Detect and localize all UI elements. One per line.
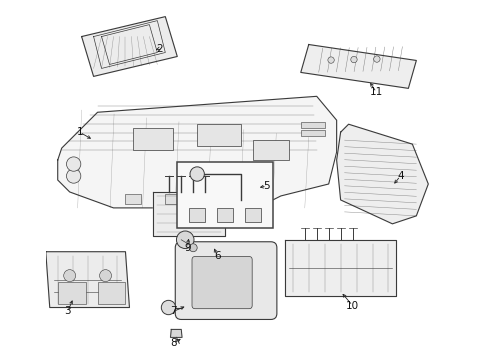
Bar [217,208,233,222]
Polygon shape [153,192,225,236]
Circle shape [67,169,81,183]
Bar [189,208,205,222]
Circle shape [99,270,112,282]
Polygon shape [171,329,182,337]
Circle shape [189,244,197,252]
Polygon shape [82,17,177,76]
Bar [58,282,86,303]
Bar [165,194,181,204]
Bar [301,130,325,136]
Circle shape [351,57,357,63]
Text: 4: 4 [397,171,404,181]
Circle shape [374,56,380,62]
Text: 8: 8 [170,338,176,348]
FancyBboxPatch shape [175,242,277,319]
Circle shape [67,157,81,171]
Bar [133,128,173,150]
Text: 6: 6 [214,251,220,261]
Text: 9: 9 [184,243,191,253]
Bar [125,194,142,204]
Bar [301,122,325,128]
Text: 11: 11 [370,87,383,97]
Circle shape [161,300,176,315]
Bar [205,194,221,204]
Text: 1: 1 [76,127,83,137]
Text: 2: 2 [156,44,163,54]
FancyBboxPatch shape [192,257,252,309]
Circle shape [328,57,334,63]
Bar [245,208,261,222]
Polygon shape [285,240,396,296]
Polygon shape [58,96,337,208]
Text: 7: 7 [170,306,176,316]
Bar [98,282,125,303]
Circle shape [190,167,204,181]
Text: 10: 10 [346,301,359,311]
Circle shape [64,270,75,282]
Text: 5: 5 [264,181,270,191]
Polygon shape [46,252,129,307]
Polygon shape [337,124,428,224]
Circle shape [176,231,194,248]
Polygon shape [301,45,416,88]
Bar [197,124,241,146]
Bar [177,162,273,228]
Bar [253,140,289,160]
Text: 3: 3 [64,306,71,316]
